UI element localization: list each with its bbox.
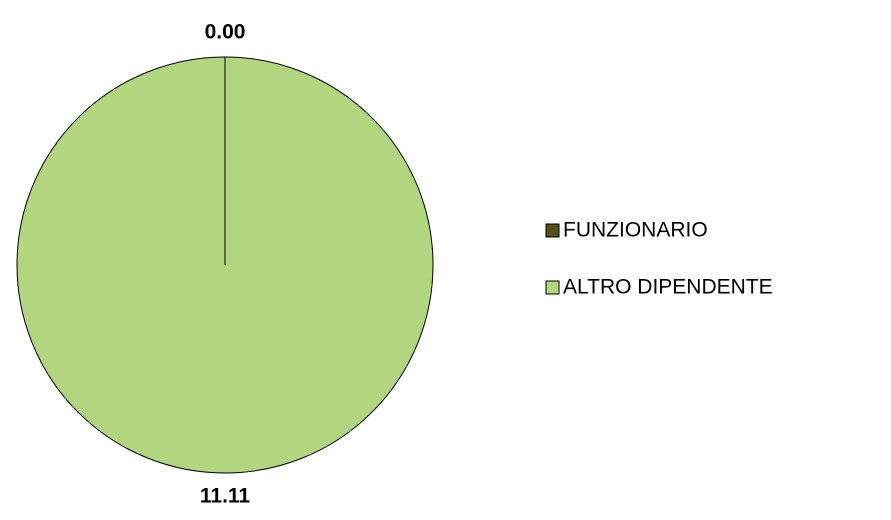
legend-label: ALTRO DIPENDENTE: [563, 276, 773, 299]
value-label: 11.11: [200, 485, 251, 508]
value-label: 0.00: [205, 21, 246, 44]
legend-label: FUNZIONARIO: [563, 219, 708, 242]
legend-swatch: [545, 223, 560, 238]
legend-swatch: [545, 280, 560, 295]
